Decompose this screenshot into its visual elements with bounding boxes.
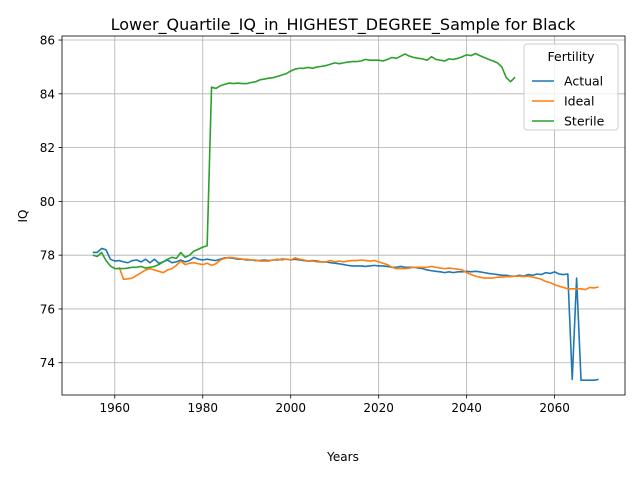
legend-title: Fertility [548, 49, 596, 64]
x-tick-label: 1980 [187, 401, 218, 415]
x-tick-label: 2000 [275, 401, 306, 415]
y-tick-label: 74 [40, 356, 55, 370]
series-line-sterile [92, 52, 516, 270]
series-line-ideal [118, 256, 599, 291]
x-tick-label: 2020 [363, 401, 394, 415]
x-tick-label: 2040 [451, 401, 482, 415]
legend-box [523, 43, 619, 131]
y-tick-label: 84 [40, 87, 55, 101]
x-axis-label: Years [326, 450, 359, 464]
x-tick-label: 1960 [100, 401, 131, 415]
legend-label-actual: Actual [564, 74, 603, 89]
chart-title: Lower_Quartile_IQ_in_HIGHEST_DEGREE_Samp… [111, 15, 577, 35]
axes-frame [61, 35, 626, 396]
x-tick-label: 2060 [539, 401, 570, 415]
series-line-actual [92, 247, 599, 382]
y-tick-label: 82 [40, 141, 55, 155]
y-tick-label: 86 [40, 34, 55, 48]
legend-label-ideal: Ideal [564, 94, 594, 109]
y-axis-label: IQ [16, 210, 30, 223]
legend: Fertility Actual Ideal Sterile [523, 43, 619, 131]
y-tick-label: 80 [40, 195, 55, 209]
y-tick-label: 76 [40, 302, 55, 316]
legend-label-sterile: Sterile [564, 114, 605, 129]
y-tick-label: 78 [40, 249, 55, 263]
series-lines [92, 52, 599, 382]
ticks: 1960 1980 2000 2020 2040 2060 74 76 78 80 82 84 86 [40, 34, 570, 415]
